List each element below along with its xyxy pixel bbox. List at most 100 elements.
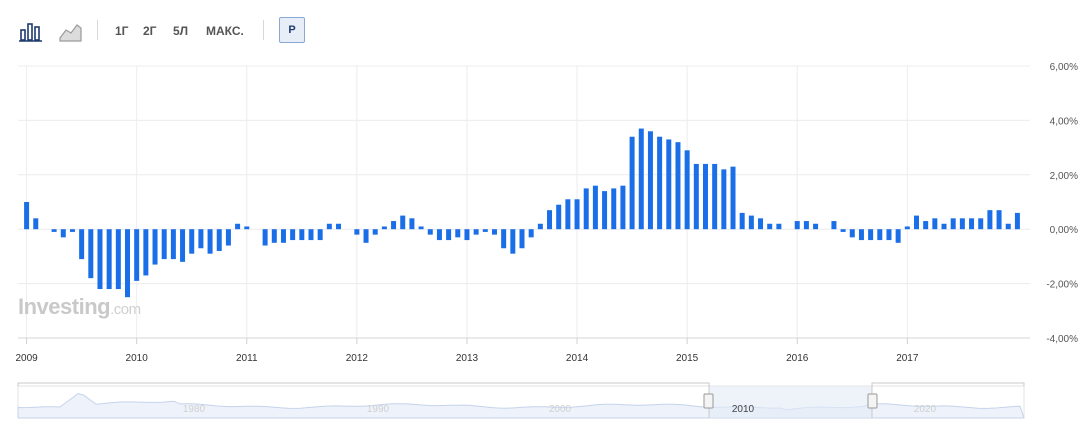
range-1y-button[interactable]: 1Г xyxy=(115,24,129,38)
bar[interactable] xyxy=(748,215,754,230)
bar[interactable] xyxy=(547,210,553,230)
bar[interactable] xyxy=(813,223,819,230)
bar[interactable] xyxy=(354,229,360,235)
bar[interactable] xyxy=(24,202,30,230)
bar[interactable] xyxy=(106,229,112,290)
bar[interactable] xyxy=(712,163,718,230)
bar[interactable] xyxy=(666,139,672,230)
bar[interactable] xyxy=(776,223,782,230)
bar[interactable] xyxy=(675,142,681,230)
navigator-selected-window[interactable] xyxy=(709,386,872,418)
bar[interactable] xyxy=(161,229,167,260)
bar[interactable] xyxy=(684,150,690,230)
bar[interactable] xyxy=(125,229,131,298)
bar[interactable] xyxy=(336,223,342,230)
bar[interactable] xyxy=(620,185,626,230)
bar[interactable] xyxy=(895,229,901,243)
bar[interactable] xyxy=(326,223,332,230)
bar[interactable] xyxy=(702,163,708,230)
bar[interactable] xyxy=(363,229,369,243)
bar[interactable] xyxy=(170,229,176,260)
bar[interactable] xyxy=(473,229,479,235)
bar[interactable] xyxy=(803,221,809,230)
area-chart-icon[interactable] xyxy=(58,18,84,44)
bar[interactable] xyxy=(886,229,892,241)
bar[interactable] xyxy=(941,223,947,230)
bar[interactable] xyxy=(216,229,222,251)
bar[interactable] xyxy=(69,229,75,232)
bar[interactable] xyxy=(290,229,296,241)
bar[interactable] xyxy=(372,229,378,235)
bar[interactable] xyxy=(409,218,415,230)
bar[interactable] xyxy=(271,229,277,243)
bar[interactable] xyxy=(317,229,323,241)
bar[interactable] xyxy=(758,218,764,230)
bar[interactable] xyxy=(244,226,250,230)
bar[interactable] xyxy=(611,188,617,230)
bar[interactable] xyxy=(959,218,965,230)
bar-chart-icon[interactable] xyxy=(18,18,44,44)
bar[interactable] xyxy=(877,229,883,241)
bar[interactable] xyxy=(923,221,929,230)
bar[interactable] xyxy=(79,229,85,260)
navigator-right-handle[interactable] xyxy=(867,393,878,409)
bar[interactable] xyxy=(638,128,644,230)
custom-range-button[interactable]: Р xyxy=(279,17,305,43)
bar[interactable] xyxy=(693,163,699,230)
bar[interactable] xyxy=(501,229,507,249)
bar[interactable] xyxy=(528,229,534,238)
bar[interactable] xyxy=(858,229,864,241)
bar[interactable] xyxy=(583,188,589,230)
bar[interactable] xyxy=(510,229,516,254)
bar[interactable] xyxy=(400,215,406,230)
range-max-button[interactable]: МАКС. xyxy=(206,24,244,38)
bar[interactable] xyxy=(427,229,433,235)
bar[interactable] xyxy=(950,218,956,230)
bar[interactable] xyxy=(629,136,635,230)
bar[interactable] xyxy=(794,221,800,230)
bar[interactable] xyxy=(97,229,103,290)
bar[interactable] xyxy=(904,226,910,230)
bar[interactable] xyxy=(455,229,461,238)
bar[interactable] xyxy=(464,229,470,241)
bar[interactable] xyxy=(391,221,397,230)
bar[interactable] xyxy=(180,229,186,262)
bar[interactable] xyxy=(767,223,773,230)
bar[interactable] xyxy=(51,229,57,232)
bar[interactable] xyxy=(436,229,442,241)
bar[interactable] xyxy=(739,212,745,230)
bar[interactable] xyxy=(308,229,314,241)
bar[interactable] xyxy=(969,218,975,230)
bar[interactable] xyxy=(225,229,231,246)
bar[interactable] xyxy=(996,210,1002,230)
bar[interactable] xyxy=(730,166,736,230)
bar[interactable] xyxy=(868,229,874,241)
bar[interactable] xyxy=(556,204,562,230)
bar[interactable] xyxy=(280,229,286,243)
bar[interactable] xyxy=(115,229,121,290)
bar[interactable] xyxy=(207,229,213,254)
bar[interactable] xyxy=(88,229,94,279)
bar[interactable] xyxy=(235,223,241,230)
bar[interactable] xyxy=(840,229,846,232)
bar[interactable] xyxy=(262,229,268,246)
bar[interactable] xyxy=(932,218,938,230)
bar[interactable] xyxy=(446,229,452,241)
bar[interactable] xyxy=(592,185,598,230)
bar[interactable] xyxy=(574,199,580,230)
bar[interactable] xyxy=(519,229,525,249)
bar[interactable] xyxy=(565,199,571,230)
bar[interactable] xyxy=(134,229,140,281)
bar[interactable] xyxy=(721,169,727,230)
bar[interactable] xyxy=(647,131,653,230)
bar[interactable] xyxy=(299,229,305,241)
range-5y-button[interactable]: 5Л xyxy=(173,24,189,38)
bar[interactable] xyxy=(60,229,66,238)
bar[interactable] xyxy=(381,226,387,230)
bar[interactable] xyxy=(537,223,543,230)
bar[interactable] xyxy=(987,210,993,230)
bar[interactable] xyxy=(33,218,39,230)
bar[interactable] xyxy=(152,229,158,265)
bar[interactable] xyxy=(1014,212,1020,230)
bar[interactable] xyxy=(418,226,424,230)
